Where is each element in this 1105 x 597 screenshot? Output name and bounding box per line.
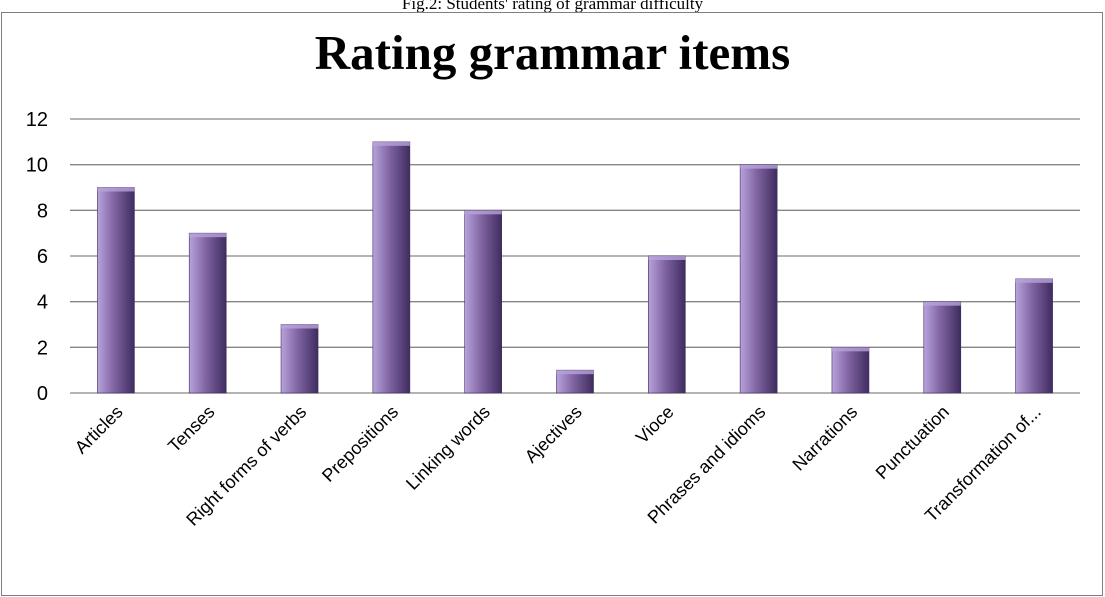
y-tick-label: 0 bbox=[37, 383, 48, 405]
bar-cap bbox=[740, 164, 778, 169]
x-tick-label: Narrations bbox=[788, 402, 861, 475]
y-tick-label: 12 bbox=[26, 109, 48, 131]
bar-cap bbox=[923, 301, 961, 306]
bars bbox=[97, 141, 1053, 394]
x-tick-label: Linking words bbox=[402, 402, 494, 494]
y-tick-label: 10 bbox=[26, 155, 48, 177]
x-tick-label: Ajectives bbox=[521, 402, 586, 467]
x-tick-label: Punctuation bbox=[872, 402, 953, 483]
bar bbox=[464, 210, 502, 394]
bar-cap bbox=[648, 256, 686, 260]
bar bbox=[923, 301, 962, 394]
y-axis: 0 2 4 6 8 10 12 bbox=[26, 109, 48, 405]
bar bbox=[831, 347, 870, 394]
x-tick-label: Prepositions bbox=[318, 402, 402, 486]
chart-title: Rating grammar items bbox=[314, 25, 791, 80]
bar bbox=[97, 187, 135, 394]
x-tick-label: Tenses bbox=[164, 402, 218, 456]
figure-caption: Fig.2: Students' rating of grammar diffi… bbox=[401, 0, 704, 13]
bar-cap bbox=[831, 347, 869, 352]
bar-cap bbox=[464, 210, 502, 215]
chart-frame bbox=[1, 12, 1103, 596]
y-tick-label: 2 bbox=[37, 337, 48, 359]
x-tick-label: Vioce bbox=[632, 402, 678, 448]
x-tick-label: Articles bbox=[71, 402, 127, 458]
bar-cap bbox=[1015, 278, 1053, 283]
bar-cap bbox=[556, 370, 594, 375]
bar bbox=[280, 324, 319, 394]
bar-cap bbox=[281, 324, 319, 329]
bar bbox=[739, 164, 778, 394]
bar bbox=[1015, 278, 1053, 394]
y-tick-label: 8 bbox=[37, 200, 48, 222]
bar-cap bbox=[372, 141, 410, 146]
bar-cap bbox=[189, 233, 227, 238]
bar-cap bbox=[97, 187, 135, 192]
bar bbox=[648, 255, 686, 394]
gridlines bbox=[70, 118, 1080, 394]
bar bbox=[188, 232, 227, 394]
bar bbox=[372, 141, 411, 394]
y-tick-label: 4 bbox=[37, 292, 48, 314]
y-tick-label: 6 bbox=[37, 246, 48, 268]
